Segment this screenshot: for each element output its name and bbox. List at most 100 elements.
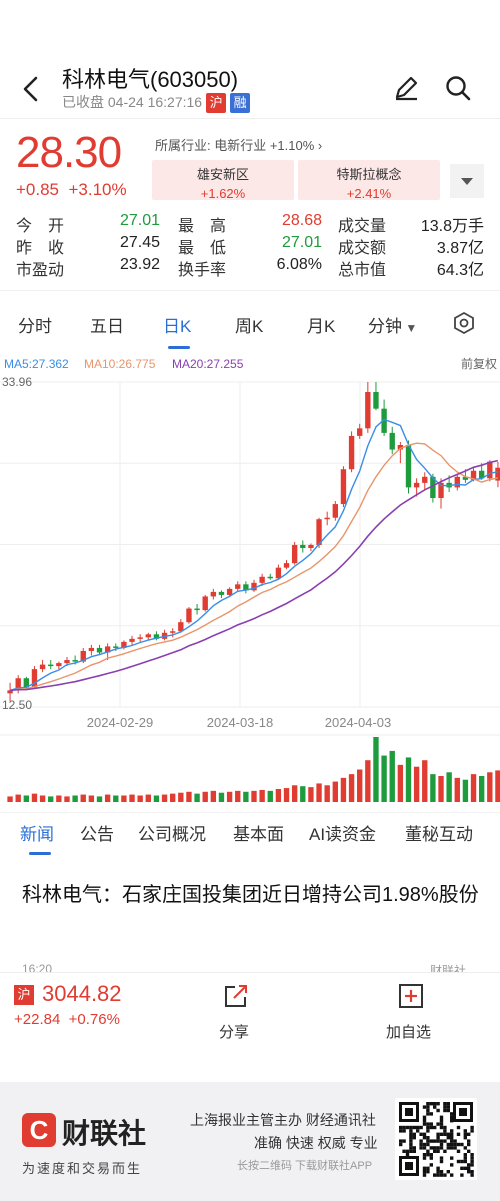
last-price: 28.30: [16, 128, 122, 177]
candle: [243, 584, 249, 591]
tab-company-profile[interactable]: 公司概况: [138, 825, 206, 844]
slogan: 为速度和交易而生: [22, 1161, 143, 1176]
tab-weekly-k[interactable]: 周K: [235, 317, 264, 336]
tab-fundamentals[interactable]: 基本面: [233, 825, 284, 844]
tab-news[interactable]: 新闻: [20, 825, 54, 844]
stat-value: 13.8万手: [420, 218, 484, 235]
volume-bar: [88, 795, 95, 802]
candle: [121, 641, 127, 648]
back-arrow-icon[interactable]: [18, 72, 44, 106]
share-icon[interactable]: [223, 983, 249, 1009]
candle: [267, 576, 273, 579]
tab-announcements[interactable]: 公告: [80, 825, 114, 844]
edit-icon[interactable]: [392, 74, 420, 102]
volume-bar: [243, 791, 249, 802]
settings-hex-icon[interactable]: [452, 311, 476, 335]
candle: [39, 664, 46, 670]
volume-bar: [178, 792, 184, 802]
candle: [153, 634, 160, 639]
candle: [308, 544, 314, 548]
tab-ai-funds[interactable]: AI读资金: [309, 825, 377, 844]
volume-bar: [15, 794, 21, 802]
stat-label: 总市值: [338, 262, 387, 279]
volume-bar: [397, 764, 404, 802]
volume-bar: [470, 774, 477, 802]
volume-bar: [446, 772, 452, 802]
candle: [251, 582, 257, 591]
concept-name: 雄安新区: [196, 167, 249, 182]
candle: [470, 470, 477, 480]
search-icon[interactable]: [444, 74, 472, 102]
volume-bar: [478, 776, 485, 802]
candle: [291, 544, 298, 564]
candle: [332, 504, 338, 518]
candle: [413, 482, 420, 488]
candle: [235, 584, 241, 589]
tab-intraday[interactable]: 分时: [18, 317, 52, 336]
stat-label: 市盈动: [16, 262, 65, 279]
share-label[interactable]: 分享: [219, 1024, 250, 1041]
kline-chart[interactable]: MA5:27.362 MA10:26.775 MA20:27.255 前复权 33.96…: [0, 352, 500, 807]
candle: [72, 660, 78, 662]
candle: [438, 482, 444, 499]
add-watchlist-icon[interactable]: [398, 983, 424, 1009]
add-watchlist-label[interactable]: 加自选: [386, 1024, 432, 1041]
volume-bar: [48, 796, 54, 802]
market-status: 已收盘 04-24 16:27:16 沪融: [62, 92, 251, 114]
concept-name: 特斯拉概念: [336, 167, 402, 182]
volume-bar: [348, 774, 355, 802]
volume-bar: [308, 787, 314, 802]
tab-five-day[interactable]: 五日: [90, 317, 124, 336]
volume-bar: [80, 794, 86, 802]
price-change: +0.85 +3.10%: [16, 180, 127, 200]
x-tick-label: 2024-03-18: [207, 715, 274, 730]
status-text: 已收盘 04-24 16:27:16: [62, 94, 203, 110]
change-pct: +3.10%: [68, 180, 127, 199]
stat-label: 成交量: [338, 218, 387, 235]
footer-line: 长按二维码 下载财联社APP: [237, 1160, 373, 1172]
x-tick-label: 2024-02-29: [87, 715, 154, 730]
change-abs: +0.85: [16, 180, 60, 199]
news-headline[interactable]: 科林电气：石家庄国投集团近日增持公司1.98%股份: [22, 884, 479, 906]
volume-bar: [251, 790, 257, 802]
tab-monthly-k[interactable]: 月K: [307, 317, 336, 336]
concept-change: +2.41%: [346, 186, 392, 201]
ma10-label: MA10:26.775: [84, 357, 156, 371]
volume-bar: [72, 795, 78, 802]
index-value[interactable]: 3044.82: [42, 981, 122, 1006]
volume-bar: [283, 788, 290, 802]
concept-card[interactable]: 雄安新区 +1.62%: [152, 160, 294, 201]
concept-card[interactable]: 特斯拉概念 +2.41%: [298, 160, 440, 201]
ma5-line: [9, 418, 499, 691]
stat-value: 27.01: [281, 234, 322, 251]
candle: [454, 476, 460, 488]
qr-code-icon: [395, 1098, 477, 1180]
tab-secretary[interactable]: 董秘互动: [405, 825, 473, 844]
candle: [202, 596, 208, 611]
candle: [56, 663, 62, 667]
stat-value: 23.92: [119, 256, 160, 273]
industry-text: 所属行业: 电新行业 +1.10%: [155, 138, 315, 153]
index-change: +22.84 +0.76%: [14, 1011, 120, 1028]
volume-bar: [454, 777, 460, 802]
candle: [7, 690, 13, 694]
volume-bar: [121, 795, 127, 802]
candle: [48, 664, 54, 667]
industry-link[interactable]: 所属行业: 电新行业 +1.10% ›: [155, 138, 323, 153]
tab-minute[interactable]: 分钟 ▼: [368, 312, 417, 337]
candle: [194, 608, 200, 611]
stat-value: 28.68: [281, 212, 322, 229]
candle: [397, 445, 404, 450]
stat-label: 最 低: [178, 240, 227, 257]
candle: [170, 631, 176, 633]
candle: [357, 428, 363, 436]
candle: [80, 650, 86, 662]
footer-line: 上海报业主管主办 财经通讯社: [190, 1112, 376, 1128]
stat-value: 27.01: [119, 212, 160, 229]
candle: [478, 470, 485, 479]
tab-daily-k[interactable]: 日K: [163, 317, 192, 336]
volume-bar: [373, 737, 379, 802]
margin-tag: 融: [230, 93, 251, 114]
expand-caret-icon[interactable]: [450, 164, 484, 198]
adjust-label: 前复权: [461, 356, 497, 371]
